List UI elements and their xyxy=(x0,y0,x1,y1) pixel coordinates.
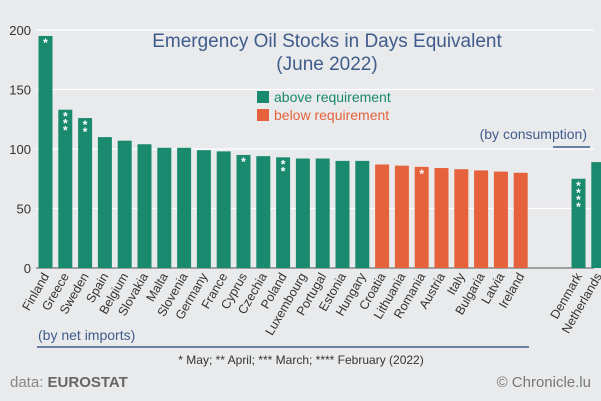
data-source-prefix: data: xyxy=(10,374,48,391)
bar xyxy=(196,150,211,268)
bar xyxy=(434,168,449,268)
asterisk-mark: * xyxy=(576,186,581,200)
bar xyxy=(137,144,152,268)
bar xyxy=(216,151,231,268)
data-source: data: EUROSTAT xyxy=(10,374,128,391)
bar xyxy=(454,169,469,268)
footnote: * May; ** April; *** March; **** Februar… xyxy=(178,353,423,367)
bar xyxy=(375,164,390,268)
bars xyxy=(38,35,601,269)
bar xyxy=(571,178,586,268)
bar xyxy=(276,157,291,268)
y-tick-label: 150 xyxy=(9,83,31,98)
legend-swatch-below xyxy=(257,109,269,121)
asterisk-mark: * xyxy=(241,155,246,169)
asterisk-mark: * xyxy=(43,36,48,50)
bar xyxy=(474,170,489,268)
legend-label-above: above requirement xyxy=(274,89,391,105)
bar xyxy=(38,35,53,269)
asterisk-mark: * xyxy=(83,118,88,132)
group-label-net-imports: (by net imports) xyxy=(38,327,135,343)
y-axis-ticks: 0 50 100 150 200 xyxy=(9,23,31,276)
bar xyxy=(335,160,350,268)
asterisk-mark: * xyxy=(63,110,68,124)
bar xyxy=(117,140,132,268)
bar xyxy=(78,118,93,268)
asterisk-mark: * xyxy=(576,193,581,207)
group-label-consumption: (by consumption) xyxy=(480,126,587,142)
asterisk-mark: * xyxy=(576,179,581,193)
bar xyxy=(236,154,251,268)
bar xyxy=(355,160,370,268)
bar xyxy=(513,172,528,268)
bar xyxy=(414,166,429,268)
bar xyxy=(58,109,73,268)
group-net-imports: (by net imports) xyxy=(37,327,529,348)
bar xyxy=(256,156,271,268)
legend: above requirement below requirement xyxy=(257,89,391,123)
asterisk-mark: * xyxy=(576,200,581,214)
y-tick-label: 50 xyxy=(17,202,31,217)
y-tick-label: 200 xyxy=(9,23,31,38)
bar xyxy=(394,165,409,268)
credit: © Chronicle.lu xyxy=(496,374,591,391)
bar xyxy=(493,171,508,268)
asterisk-mark: * xyxy=(281,157,286,171)
legend-label-below: below requirement xyxy=(274,107,389,123)
asterisk-mark: * xyxy=(63,124,68,138)
bar xyxy=(97,137,112,268)
y-tick-label: 100 xyxy=(9,142,31,157)
asterisk-mark: * xyxy=(281,164,286,178)
bar xyxy=(591,162,601,268)
group-consumption: (by consumption) xyxy=(480,126,590,148)
data-source-name: EUROSTAT xyxy=(47,374,128,391)
y-tick-label: 0 xyxy=(24,261,31,276)
bar xyxy=(157,147,172,268)
legend-swatch-above xyxy=(257,91,269,103)
asterisk-mark: * xyxy=(419,167,424,181)
asterisk-mark: * xyxy=(83,125,88,139)
bar xyxy=(315,158,330,268)
bar-marks: **** *** ** ***** xyxy=(43,36,581,214)
bar xyxy=(295,158,310,268)
asterisk-mark: * xyxy=(63,117,68,131)
bar xyxy=(177,147,192,268)
chart-subtitle: (June 2022) xyxy=(276,54,377,75)
chart-title: Emergency Oil Stocks in Days Equivalent xyxy=(152,31,502,52)
